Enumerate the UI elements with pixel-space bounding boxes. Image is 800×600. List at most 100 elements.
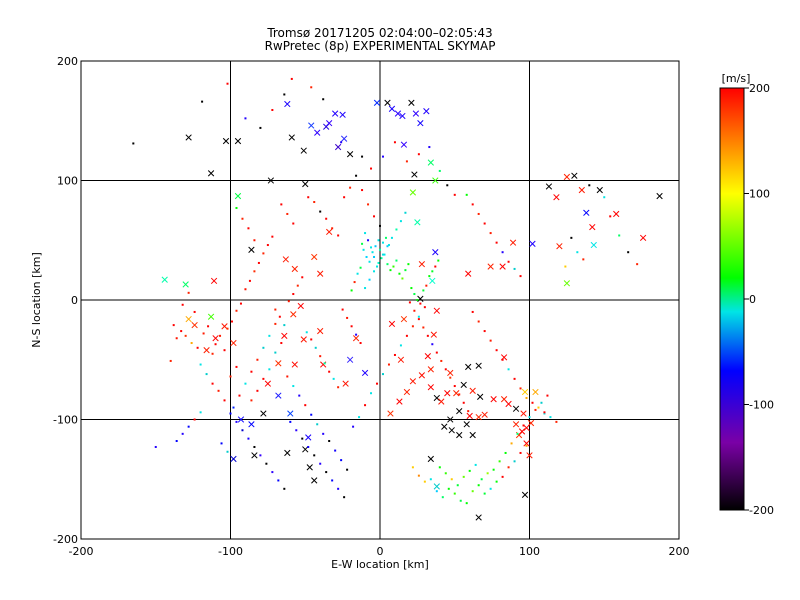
point-dot-marker bbox=[361, 242, 364, 245]
point-dot-marker bbox=[410, 287, 413, 290]
point-x-marker bbox=[326, 119, 333, 127]
point-x-marker bbox=[352, 335, 360, 342]
point-x-marker bbox=[512, 405, 520, 412]
point-x-stroke bbox=[287, 410, 294, 417]
point-x-marker bbox=[460, 381, 467, 388]
point-dot-marker bbox=[387, 363, 390, 366]
point-x-marker bbox=[340, 135, 348, 142]
point-x-stroke bbox=[291, 265, 298, 273]
y-tick-label: 200 bbox=[57, 55, 78, 68]
point-dot-marker bbox=[380, 257, 383, 260]
point-dot-marker bbox=[280, 342, 283, 345]
point-x-marker bbox=[433, 394, 440, 402]
point-dot-marker bbox=[358, 416, 361, 419]
point-dot-marker bbox=[193, 418, 196, 421]
point-dot-marker bbox=[537, 406, 540, 409]
point-x-marker bbox=[361, 369, 369, 377]
point-dot-marker bbox=[274, 308, 277, 311]
point-dot-marker bbox=[322, 432, 325, 435]
point-dot-marker bbox=[196, 346, 199, 349]
point-x-stroke bbox=[475, 514, 482, 521]
point-dot-marker bbox=[350, 325, 353, 328]
point-dot-marker bbox=[286, 375, 289, 378]
point-dot-marker bbox=[253, 239, 256, 242]
point-x-marker bbox=[264, 380, 272, 387]
point-x-stroke bbox=[317, 270, 324, 277]
point-x-marker bbox=[397, 356, 405, 363]
point-x-marker bbox=[260, 410, 267, 417]
point-x-marker bbox=[447, 369, 454, 377]
point-x-marker bbox=[475, 362, 482, 369]
point-dot-marker bbox=[413, 293, 416, 296]
point-dot-marker bbox=[404, 211, 407, 214]
point-dot-marker bbox=[471, 203, 474, 206]
point-dot-marker bbox=[422, 289, 425, 292]
point-dot-marker bbox=[417, 153, 420, 156]
point-x-marker bbox=[203, 347, 210, 354]
colorbar-tick-label: 200 bbox=[749, 82, 770, 95]
point-x-marker bbox=[399, 112, 406, 120]
point-x-stroke bbox=[387, 410, 394, 417]
point-x-stroke bbox=[207, 313, 215, 320]
point-dot-marker bbox=[423, 306, 426, 309]
point-x-marker bbox=[481, 411, 488, 418]
point-x-stroke bbox=[361, 369, 369, 377]
point-dot-marker bbox=[525, 396, 528, 399]
point-dot-marker bbox=[519, 451, 522, 454]
point-dot-marker bbox=[495, 349, 498, 352]
point-dot-marker bbox=[235, 365, 238, 368]
point-dot-marker bbox=[371, 251, 374, 254]
y-axis-label: N-S location [km] bbox=[30, 252, 43, 348]
point-x-marker bbox=[267, 177, 275, 184]
point-x-stroke bbox=[290, 311, 297, 318]
point-dot-marker bbox=[570, 236, 573, 239]
point-dot-marker bbox=[289, 420, 292, 423]
point-x-stroke bbox=[518, 428, 526, 435]
point-dot-marker bbox=[364, 404, 367, 407]
point-dot-marker bbox=[453, 492, 456, 495]
point-x-stroke bbox=[191, 321, 198, 329]
point-x-stroke bbox=[339, 111, 346, 118]
point-dot-marker bbox=[627, 251, 630, 254]
point-x-stroke bbox=[427, 366, 434, 373]
point-x-stroke bbox=[487, 263, 494, 270]
point-x-marker bbox=[487, 263, 494, 270]
point-dot-marker bbox=[405, 334, 408, 337]
point-x-marker bbox=[571, 172, 578, 179]
point-x-marker bbox=[373, 99, 381, 106]
point-x-stroke bbox=[248, 246, 255, 253]
point-x-marker bbox=[331, 110, 339, 117]
point-x-marker bbox=[234, 137, 242, 145]
point-dot-marker bbox=[298, 394, 301, 397]
point-x-stroke bbox=[456, 407, 463, 415]
point-x-stroke bbox=[409, 378, 417, 385]
point-x-marker bbox=[409, 378, 417, 385]
point-dot-marker bbox=[513, 377, 516, 380]
point-dot-marker bbox=[262, 252, 265, 255]
point-x-stroke bbox=[553, 194, 560, 201]
point-dot-marker bbox=[549, 416, 552, 419]
point-x-stroke bbox=[411, 171, 418, 178]
point-dot-marker bbox=[422, 326, 425, 329]
point-dot-marker bbox=[304, 404, 307, 407]
point-dot-marker bbox=[377, 261, 380, 264]
point-x-stroke bbox=[288, 134, 295, 141]
point-x-marker bbox=[466, 412, 473, 420]
point-dot-marker bbox=[507, 368, 510, 371]
point-x-stroke bbox=[505, 400, 512, 408]
point-dot-marker bbox=[446, 184, 449, 187]
point-dot-marker bbox=[368, 260, 371, 263]
colorbar-tick-label: 100 bbox=[749, 188, 770, 201]
point-dot-marker bbox=[202, 332, 205, 335]
point-dot-marker bbox=[244, 382, 247, 385]
point-x-marker bbox=[248, 246, 255, 253]
point-dot-marker bbox=[355, 174, 358, 177]
point-x-marker bbox=[400, 315, 408, 323]
point-dot-marker bbox=[235, 420, 238, 423]
point-dot-marker bbox=[401, 277, 404, 280]
point-dot-marker bbox=[477, 320, 480, 323]
point-dot-marker bbox=[513, 460, 516, 463]
point-x-stroke bbox=[399, 112, 406, 120]
point-dot-marker bbox=[437, 259, 440, 262]
point-dot-marker bbox=[441, 496, 444, 499]
